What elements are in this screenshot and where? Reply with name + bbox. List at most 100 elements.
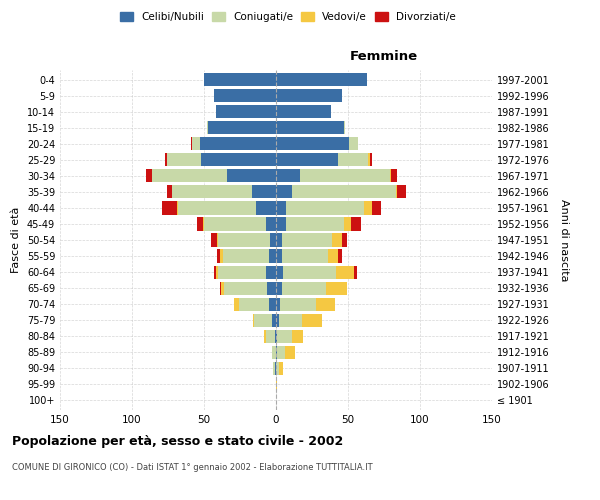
Y-axis label: Anni di nascita: Anni di nascita: [559, 198, 569, 281]
Bar: [224, 282, 268, 294]
Bar: [276, 218, 286, 230]
Bar: [234, 298, 239, 310]
Bar: [275, 362, 276, 375]
Bar: [276, 346, 277, 359]
Bar: [239, 298, 269, 310]
Bar: [201, 153, 276, 166]
Bar: [390, 170, 391, 182]
Bar: [276, 298, 280, 310]
Bar: [397, 186, 406, 198]
Bar: [276, 378, 277, 391]
Bar: [351, 218, 361, 230]
Bar: [269, 298, 276, 310]
Bar: [266, 266, 276, 278]
Bar: [282, 234, 332, 246]
Bar: [253, 314, 254, 327]
Bar: [265, 330, 266, 343]
Bar: [276, 73, 367, 86]
Bar: [254, 314, 272, 327]
Bar: [203, 218, 204, 230]
Bar: [204, 218, 266, 230]
Bar: [191, 137, 193, 150]
Bar: [316, 298, 335, 310]
Bar: [282, 282, 326, 294]
Bar: [221, 282, 224, 294]
Bar: [276, 186, 292, 198]
Y-axis label: Fasce di età: Fasce di età: [11, 207, 21, 273]
Bar: [176, 202, 178, 214]
Bar: [207, 121, 208, 134]
Bar: [152, 170, 227, 182]
Bar: [211, 234, 217, 246]
Bar: [284, 346, 295, 359]
Bar: [283, 266, 337, 278]
Bar: [286, 202, 364, 214]
Bar: [251, 186, 276, 198]
Bar: [215, 266, 218, 278]
Bar: [214, 266, 215, 278]
Bar: [276, 202, 286, 214]
Bar: [266, 330, 275, 343]
Bar: [276, 362, 279, 375]
Bar: [349, 137, 358, 150]
Bar: [217, 250, 220, 262]
Bar: [214, 89, 276, 102]
Bar: [223, 250, 269, 262]
Bar: [193, 137, 200, 150]
Bar: [162, 202, 176, 214]
Bar: [364, 202, 373, 214]
Bar: [276, 137, 349, 150]
Bar: [338, 250, 342, 262]
Bar: [276, 266, 283, 278]
Bar: [354, 266, 356, 278]
Bar: [344, 218, 351, 230]
Bar: [395, 186, 397, 198]
Bar: [215, 105, 276, 118]
Bar: [218, 266, 266, 278]
Bar: [302, 314, 322, 327]
Bar: [373, 202, 381, 214]
Bar: [200, 137, 276, 150]
Bar: [268, 282, 276, 294]
Legend: Celibi/Nubili, Coniugati/e, Vedovi/e, Divorziati/e: Celibi/Nubili, Coniugati/e, Vedovi/e, Di…: [116, 8, 460, 26]
Bar: [286, 218, 344, 230]
Bar: [342, 234, 347, 246]
Bar: [256, 202, 276, 214]
Bar: [292, 330, 304, 343]
Bar: [276, 330, 277, 343]
Bar: [276, 105, 331, 118]
Bar: [266, 218, 276, 230]
Bar: [391, 170, 397, 182]
Text: COMUNE DI GIRONICO (CO) - Dati ISTAT 1° gennaio 2002 - Elaborazione TUTTITALIA.I: COMUNE DI GIRONICO (CO) - Dati ISTAT 1° …: [12, 462, 373, 471]
Bar: [276, 121, 344, 134]
Bar: [344, 121, 345, 134]
Bar: [328, 250, 338, 262]
Text: Popolazione per età, sesso e stato civile - 2002: Popolazione per età, sesso e stato civil…: [12, 435, 343, 448]
Bar: [197, 218, 203, 230]
Bar: [178, 202, 256, 214]
Bar: [279, 314, 302, 327]
Bar: [370, 153, 373, 166]
Bar: [368, 153, 370, 166]
Text: Femmine: Femmine: [350, 50, 418, 63]
Bar: [272, 314, 276, 327]
Bar: [276, 170, 301, 182]
Bar: [338, 153, 368, 166]
Bar: [218, 234, 270, 246]
Bar: [165, 153, 167, 166]
Bar: [220, 250, 223, 262]
Bar: [332, 234, 342, 246]
Bar: [276, 234, 282, 246]
Bar: [277, 330, 292, 343]
Bar: [279, 362, 283, 375]
Bar: [146, 170, 152, 182]
Bar: [269, 250, 276, 262]
Bar: [270, 234, 276, 246]
Bar: [172, 186, 251, 198]
Bar: [204, 73, 276, 86]
Bar: [227, 170, 276, 182]
Bar: [272, 346, 276, 359]
Bar: [217, 234, 218, 246]
Bar: [220, 282, 221, 294]
Bar: [301, 170, 390, 182]
